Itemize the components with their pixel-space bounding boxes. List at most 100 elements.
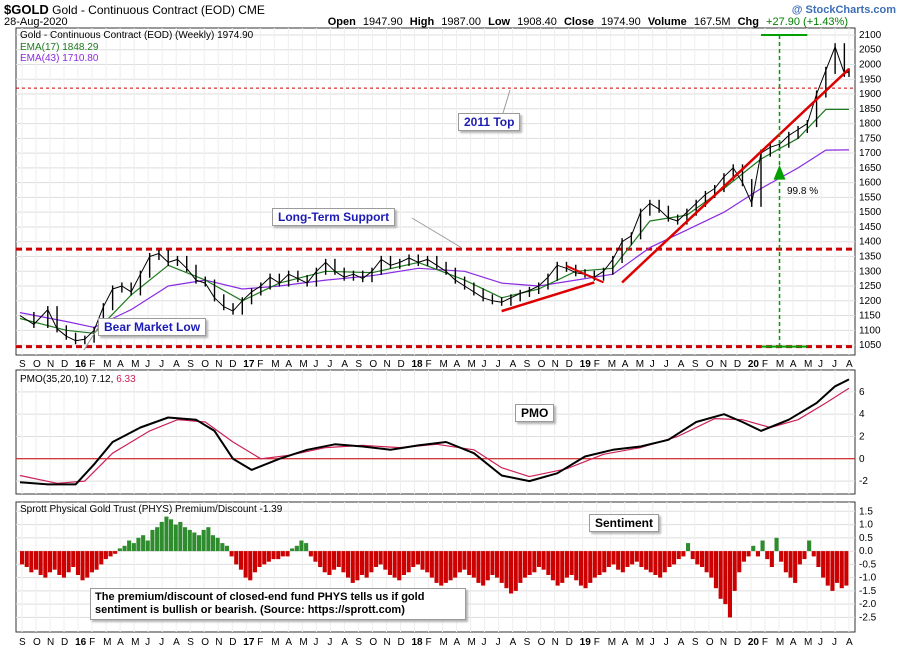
x-tick-label-top: A xyxy=(622,359,629,370)
price-legend: Gold - Continuous Contract (EOD) (Weekly… xyxy=(20,30,254,41)
x-tick-label-bottom: S xyxy=(355,637,362,648)
chart-date: 28-Aug-2020 xyxy=(4,16,68,28)
premium-bar xyxy=(336,551,341,567)
x-tick-label-bottom: A xyxy=(510,637,517,648)
premium-bar xyxy=(224,545,229,552)
x-tick-label-top: S xyxy=(19,359,26,370)
premium-bar xyxy=(304,543,309,552)
premium-bar xyxy=(71,551,76,567)
premium-bar xyxy=(700,551,705,567)
premium-bar xyxy=(583,551,588,589)
premium-bar xyxy=(620,551,625,573)
x-tick-label-top: A xyxy=(285,359,292,370)
premium-bar xyxy=(85,551,90,578)
x-tick-label-top: M xyxy=(636,359,644,370)
y-tick-label-phys: 0.0 xyxy=(859,546,873,557)
x-tick-label-top: N xyxy=(215,359,222,370)
y-tick-label-pmo: 4 xyxy=(859,409,865,420)
premium-bar xyxy=(816,551,821,567)
premium-bar xyxy=(238,551,243,570)
high-value: 1987.00 xyxy=(441,16,482,28)
x-tick-label-bottom: A xyxy=(846,637,853,648)
x-tick-label-top: M xyxy=(468,359,476,370)
x-tick-label-bottom: M xyxy=(776,637,784,648)
x-tick-label-top: J xyxy=(313,359,318,370)
premium-bar xyxy=(75,551,80,575)
x-tick-label-top: 17 xyxy=(243,359,255,370)
premium-bar xyxy=(276,551,281,560)
y-tick-label-phys: -2.5 xyxy=(859,612,877,623)
premium-bar xyxy=(206,527,211,552)
premium-bar xyxy=(723,551,728,605)
panel-frame-pmo xyxy=(15,369,856,495)
y-tick-label-phys: -2.0 xyxy=(859,599,877,610)
x-tick-label-bottom: S xyxy=(19,637,26,648)
premium-bar xyxy=(597,551,602,575)
premium-bar xyxy=(751,545,756,552)
premium-bar xyxy=(364,551,369,578)
panel-frame-price xyxy=(15,27,856,356)
x-tick-label-bottom: J xyxy=(496,637,501,648)
x-tick-label-top: J xyxy=(327,359,332,370)
premium-bar xyxy=(113,551,118,554)
premium-bar xyxy=(537,551,542,567)
y-tick-label-price: 1350 xyxy=(859,251,882,262)
x-tick-label-bottom: M xyxy=(608,637,616,648)
x-tick-label-top: 19 xyxy=(580,359,592,370)
x-tick-label-top: M xyxy=(103,359,111,370)
premium-bar xyxy=(625,551,630,567)
x-tick-label-top: A xyxy=(173,359,180,370)
x-tick-label-bottom: M xyxy=(271,637,279,648)
premium-bar xyxy=(509,551,514,594)
premium-bar xyxy=(569,551,574,575)
y-tick-label-price: 1600 xyxy=(859,178,882,189)
y-tick-label-price: 1850 xyxy=(859,104,882,115)
trendline-2020 xyxy=(621,68,850,284)
x-tick-label-top: F xyxy=(89,359,95,370)
y-tick-label-price: 1150 xyxy=(859,311,881,322)
premium-bar xyxy=(20,551,25,565)
premium-bar xyxy=(774,537,779,552)
y-tick-label-price: 1500 xyxy=(859,207,882,218)
x-tick-label-top: 16 xyxy=(75,359,87,370)
premium-bar xyxy=(257,551,262,567)
premium-bar xyxy=(439,551,444,586)
x-tick-label-top: M xyxy=(299,359,307,370)
x-tick-label-bottom: S xyxy=(187,637,194,648)
premium-bar xyxy=(797,551,802,565)
x-tick-label-top: D xyxy=(229,359,236,370)
x-tick-label-bottom: 17 xyxy=(243,637,255,648)
exchange: CME xyxy=(238,3,265,17)
x-tick-label-top: D xyxy=(61,359,68,370)
y-tick-label-price: 1050 xyxy=(859,340,882,351)
x-tick-label-top: O xyxy=(201,359,209,370)
x-tick-label-bottom: N xyxy=(720,637,727,648)
premium-bar xyxy=(117,548,122,552)
y-tick-label-price: 1250 xyxy=(859,281,882,292)
premium-bar xyxy=(122,545,127,552)
sentiment-box: Sentiment xyxy=(589,514,660,532)
premium-bar xyxy=(453,551,458,578)
premium-bar xyxy=(290,548,295,552)
premium-bar xyxy=(779,551,784,562)
x-tick-label-bottom: D xyxy=(61,637,68,648)
premium-bar xyxy=(495,551,500,578)
x-tick-label-bottom: O xyxy=(201,637,209,648)
x-tick-label-bottom: N xyxy=(383,637,390,648)
premium-bar xyxy=(481,551,486,586)
x-tick-label-top: M xyxy=(776,359,784,370)
x-tick-label-bottom: J xyxy=(832,637,837,648)
premium-bar xyxy=(280,551,285,557)
premium-bar xyxy=(793,551,798,583)
premium-bar xyxy=(415,551,420,565)
x-tick-label-top: O xyxy=(33,359,41,370)
premium-bar xyxy=(360,551,365,575)
x-tick-label-bottom: O xyxy=(369,637,377,648)
premium-bar xyxy=(602,551,607,573)
premium-bar xyxy=(630,551,635,565)
x-tick-label-bottom: A xyxy=(117,637,124,648)
premium-bar xyxy=(127,540,132,552)
premium-bar xyxy=(243,551,248,578)
quote-bar: Open 1947.90 High 1987.00 Low 1908.40 Cl… xyxy=(327,16,848,28)
